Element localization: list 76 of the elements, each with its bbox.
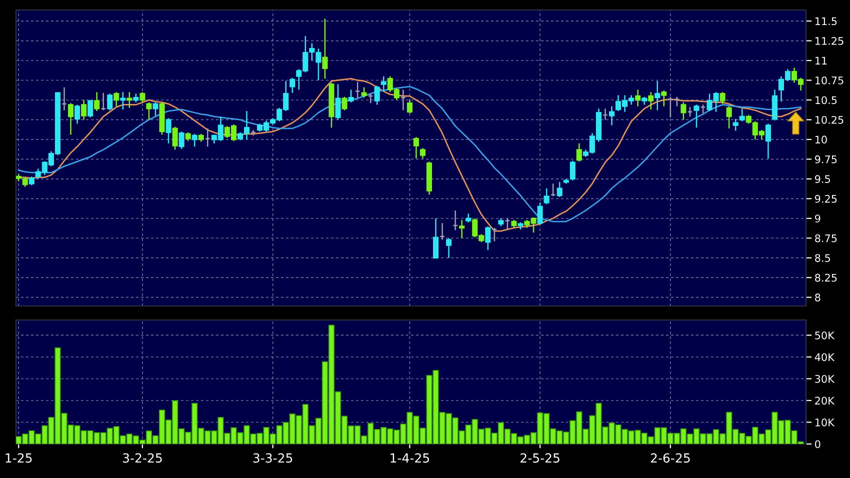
candlestick [661, 90, 667, 107]
y-tick-label: 8.25 [815, 274, 837, 282]
candlestick [537, 202, 543, 226]
candlestick [74, 104, 80, 124]
candlestick [654, 80, 660, 111]
candlestick [446, 237, 452, 258]
y-tick-label: 8 [815, 294, 820, 302]
candlestick [648, 91, 654, 110]
x-tick-label: 1-25 [6, 453, 32, 463]
y-tick-label: 20K [815, 396, 835, 405]
candlestick [485, 226, 491, 251]
y-tick-label: 10.25 [815, 116, 844, 124]
candlestick [172, 126, 178, 150]
candlestick [322, 18, 328, 80]
y-tick-label: 10.5 [815, 96, 837, 104]
candlestick [732, 118, 738, 132]
candlestick [726, 106, 732, 130]
candlestick [152, 102, 158, 116]
candlestick [146, 102, 152, 120]
x-tick-label: 1-4-25 [390, 453, 430, 463]
candlestick [570, 160, 576, 182]
candlestick [68, 102, 74, 136]
candlestick [126, 91, 132, 108]
x-tick-label: 3-2-25 [122, 453, 162, 463]
y-tick-label: 11.25 [815, 37, 844, 45]
candlestick [178, 130, 184, 150]
y-tick-label: 30K [815, 374, 835, 383]
y-tick-label: 9.75 [814, 155, 837, 164]
candlestick [680, 102, 686, 120]
x-tick-label: 2-5-25 [520, 453, 560, 463]
candlestick [81, 99, 87, 120]
y-tick-label: 10.75 [815, 76, 844, 84]
candlestick [765, 123, 771, 160]
y-tick-label: 11.5 [815, 17, 837, 26]
y-tick-label: 0 [815, 440, 820, 448]
candlestick [694, 104, 700, 128]
y-tick-label: 10 [815, 136, 827, 144]
candlestick [374, 85, 380, 106]
candlestick [432, 218, 439, 258]
y-tick-label: 10K [815, 418, 835, 426]
candlestick [361, 86, 367, 98]
candlestick [335, 84, 341, 120]
candlestick [459, 219, 465, 239]
candlestick [544, 188, 550, 205]
candlestick [290, 77, 296, 94]
y-tick-label: 9.25 [814, 194, 837, 203]
y-tick-label: 8.5 [815, 254, 830, 262]
y-tick-label: 11 [815, 56, 827, 64]
candlestick [114, 91, 120, 107]
y-tick-label: 9 [814, 214, 820, 222]
candlestick [342, 96, 348, 111]
candlestick [608, 106, 615, 126]
candlestick [635, 89, 641, 107]
candlestick [94, 91, 100, 112]
candlestick [413, 136, 419, 160]
candlestick [576, 142, 582, 162]
candlestick [772, 89, 778, 122]
candlestick [380, 76, 386, 92]
candlestick [88, 99, 94, 118]
candlestick [348, 89, 354, 103]
candlestick [166, 118, 172, 144]
y-tick-label: 9.5 [814, 175, 830, 184]
y-tick-label: 50K [815, 331, 835, 340]
x-tick-label: 3-3-25 [253, 453, 292, 463]
y-tick-label: 40K [814, 353, 835, 362]
candlestick [420, 148, 426, 160]
candlestick [739, 108, 745, 122]
candlestick [140, 91, 146, 103]
candlestick [720, 91, 726, 105]
candlestick [556, 181, 562, 198]
candlestick [192, 133, 198, 148]
candlestick [107, 93, 113, 111]
y-tick-label: 8.75 [815, 234, 837, 242]
x-tick-label: 2-6-25 [650, 453, 690, 463]
candlestick [120, 91, 126, 110]
candlestick [406, 99, 412, 114]
